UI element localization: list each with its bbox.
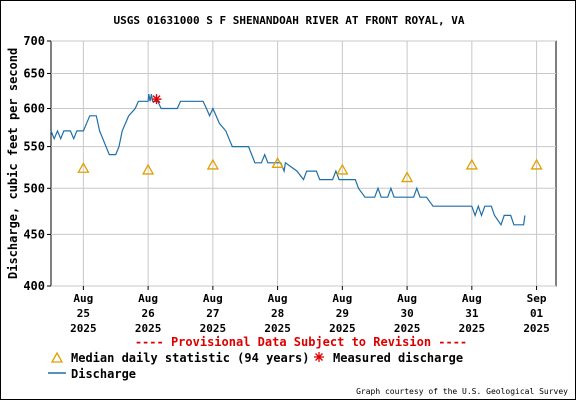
legend-item-median: Median daily statistic (94 years) [50, 351, 309, 365]
legend: Median daily statistic (94 years) Measur… [48, 351, 463, 381]
x-tick-label-month: Aug [397, 292, 417, 305]
x-tick-label-month: Aug [138, 292, 158, 305]
triangle-marker-icon [50, 351, 64, 363]
y-tick-label: 450 [23, 227, 45, 241]
median-marker [530, 158, 543, 170]
plot-area [50, 40, 557, 287]
median-marker [336, 163, 349, 175]
measured-marker [151, 94, 162, 105]
x-tick-label-month: Aug [203, 292, 223, 305]
x-tick-label-year: 2025 [200, 322, 227, 335]
x-axis-ticks: Aug 25 2025 Aug 26 2025 Aug 27 2025 Aug 28 2025 Aug 2… [70, 286, 550, 335]
median-marker [400, 171, 414, 183]
discharge-line [50, 93, 526, 227]
median-marker [465, 158, 478, 170]
x-tick-label-year: 2025 [264, 322, 291, 335]
y-tick-label: 700 [23, 34, 45, 48]
x-tick-label-month: Aug [462, 292, 482, 305]
legend-item-discharge: Discharge [48, 367, 136, 381]
x-tick-label-month: Sep [527, 292, 547, 305]
legend-label-discharge: Discharge [71, 367, 136, 381]
y-tick-label: 500 [23, 181, 45, 195]
x-tick-label-year: 2025 [135, 322, 162, 335]
legend-label-median: Median daily statistic (94 years) [71, 351, 309, 365]
median-marker [271, 156, 284, 168]
x-tick-label-year: 2025 [394, 322, 421, 335]
x-tick-label-day: 31 [465, 307, 479, 320]
x-tick-label-day: 01 [530, 307, 544, 320]
y-tick-label: 650 [23, 66, 45, 80]
x-tick-label-year: 2025 [459, 322, 486, 335]
series-layer [50, 93, 543, 227]
asterisk-marker-icon [314, 352, 324, 362]
legend-item-measured: Measured discharge [314, 351, 463, 365]
x-tick-label-day: 29 [336, 307, 349, 320]
x-tick-label-year: 2025 [329, 322, 356, 335]
median-marker [206, 158, 219, 170]
x-tick-label-day: 26 [141, 307, 155, 320]
x-tick-label-day: 28 [271, 307, 284, 320]
y-axis-ticks: 700 650 600 550 500 450 400 [23, 34, 51, 293]
y-tick-label: 400 [23, 279, 45, 293]
x-tick-label-day: 30 [400, 307, 413, 320]
legend-label-measured: Measured discharge [333, 351, 463, 365]
y-axis-label: Discharge, cubic feet per second [6, 48, 20, 279]
x-tick-label-year: 2025 [523, 322, 550, 335]
chart-title: USGS 01631000 S F SHENANDOAH RIVER AT FR… [114, 14, 465, 27]
x-tick-label-day: 27 [206, 307, 219, 320]
x-tick-label-month: Aug [73, 292, 93, 305]
y-tick-label: 600 [23, 101, 45, 115]
y-tick-label: 550 [23, 140, 45, 154]
x-tick-label-day: 25 [77, 307, 90, 320]
x-tick-label-month: Aug [332, 292, 352, 305]
median-marker [142, 163, 155, 175]
usgs-credit: Graph courtesy of the U.S. Geological Su… [356, 387, 568, 396]
median-marker [77, 161, 90, 173]
x-tick-label-month: Aug [268, 292, 288, 305]
x-tick-label-year: 2025 [70, 322, 97, 335]
provisional-note: ---- Provisional Data Subject to Revisio… [135, 335, 467, 349]
